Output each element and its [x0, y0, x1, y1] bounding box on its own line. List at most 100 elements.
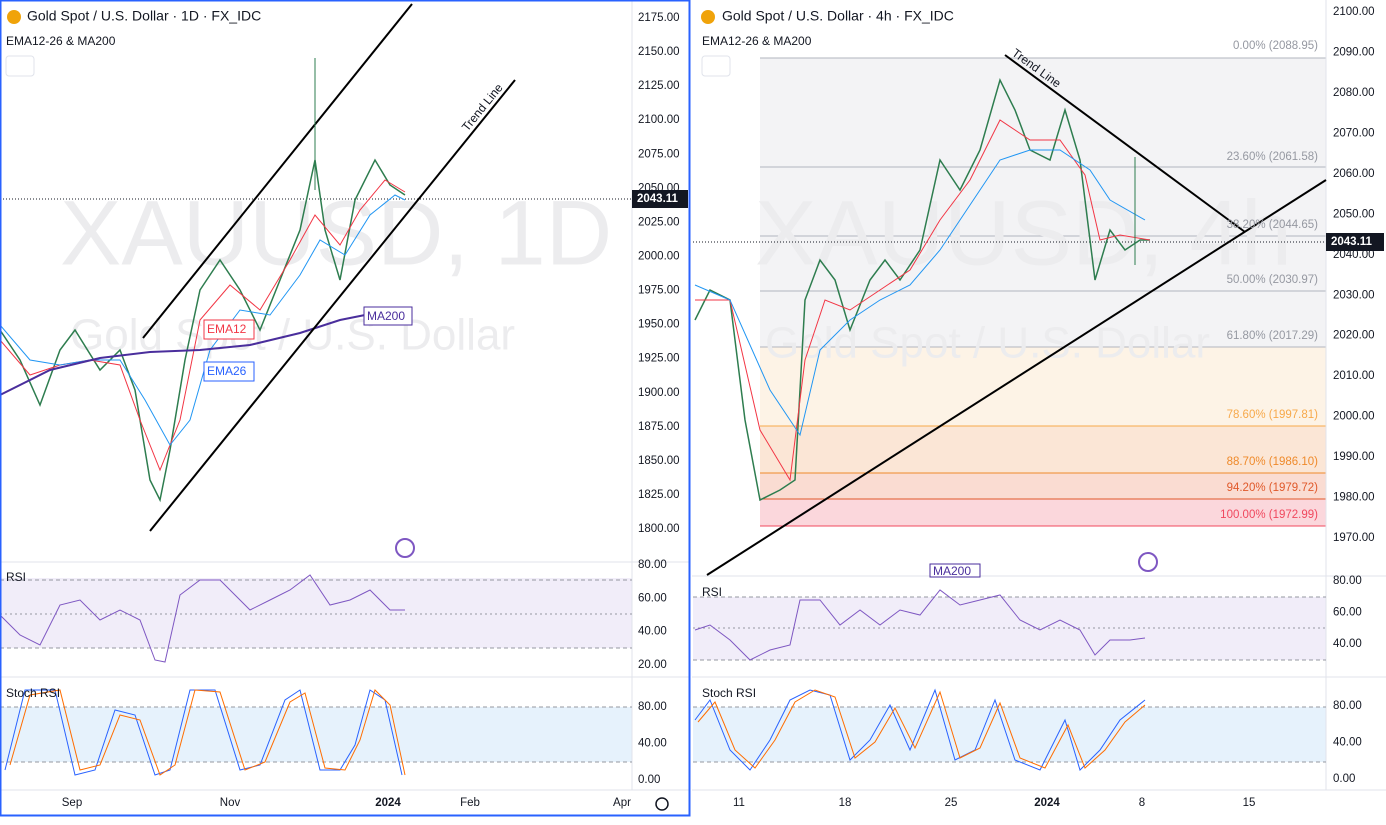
price-axis-label: 1925.00 — [638, 353, 680, 365]
ema26-tag — [203, 361, 255, 382]
trend-line — [1004, 54, 1246, 233]
fib-level-label: 0.00% (2088.95) — [1233, 40, 1318, 52]
fib-level-label: 78.60% (1997.81) — [1227, 409, 1319, 421]
price-axis-label: 2080.00 — [1333, 87, 1375, 99]
alert-icon[interactable] — [1138, 552, 1158, 572]
price-axis-label: 2050.00 — [638, 182, 680, 194]
last-price: 2043.11 — [637, 193, 679, 205]
alert-icon[interactable] — [395, 538, 415, 558]
ma200-tag — [929, 563, 981, 578]
price-axis-label: 2150.00 — [638, 46, 680, 58]
price-axis-label: 2175.00 — [638, 12, 680, 24]
price-axis-label: 2125.00 — [638, 80, 680, 92]
price-path — [0, 158, 406, 503]
time-axis-label: 2024 — [375, 797, 401, 809]
fib-level-label: 50.00% (2030.97) — [1227, 274, 1319, 286]
price-axis-label: 2075.00 — [638, 148, 680, 160]
time-axis-label: Feb — [460, 797, 480, 809]
stoch-k — [694, 688, 1146, 771]
ema26-label: EMA26 — [207, 364, 247, 378]
time-axis-label: 2024 — [1034, 797, 1060, 809]
rsi-line — [694, 589, 1146, 661]
rsi-band — [0, 578, 632, 648]
rsi-label: RSI — [702, 585, 722, 599]
fib-level-label: 88.70% (1986.10) — [1227, 456, 1319, 468]
stoch-axis-label: 0.00 — [638, 774, 660, 786]
time-axis-label: 25 — [945, 797, 958, 809]
price-axis-label: 2000.00 — [1333, 411, 1375, 423]
price-axis-label: 2040.00 — [1333, 249, 1375, 261]
time-axis-label: Apr — [613, 797, 631, 809]
price-axis-label: 2100.00 — [1333, 6, 1375, 18]
price-axis-label: 1850.00 — [638, 455, 680, 467]
indicator-label: EMA12-26 & MA200 — [6, 34, 116, 48]
price-tag — [1326, 233, 1384, 251]
time-axis-label: 11 — [733, 797, 745, 809]
ema12-line — [695, 119, 1151, 482]
price-tag — [632, 190, 688, 208]
indicator-label: EMA12-26 & MA200 — [702, 34, 812, 48]
fib-level-label: 100.00% (1972.99) — [1220, 509, 1318, 521]
price-axis-label: 2020.00 — [1333, 330, 1375, 342]
pane-separators — [0, 0, 1386, 791]
price-axis-label: 1800.00 — [638, 523, 680, 535]
stoch-axis-label: 40.00 — [1333, 737, 1362, 749]
fib-level-label: 61.80% (2017.29) — [1227, 330, 1319, 342]
time-axis-label: 8 — [1139, 797, 1145, 809]
rsi-axis-label: 80.00 — [638, 559, 667, 571]
time-axis-label: 18 — [839, 797, 852, 809]
price-axis-label: 2025.00 — [638, 216, 680, 228]
stoch-d — [697, 689, 1146, 769]
price-axis-label: 1990.00 — [1333, 451, 1375, 463]
settings-icon[interactable] — [655, 797, 669, 811]
chart-title: Gold Spot / U.S. Dollar · 1D · FX_IDC — [27, 8, 261, 24]
price-axis-label: 2100.00 — [638, 114, 680, 126]
collapse-button[interactable] — [5, 55, 35, 77]
ma200-label: MA200 — [933, 564, 971, 578]
watermark: XAUUSD, 4h — [755, 182, 1292, 284]
trend-line — [706, 179, 1327, 576]
price-axis-label: 2050.00 — [1333, 208, 1375, 220]
fib-zone — [760, 426, 1326, 473]
rsi-axis-label: 60.00 — [638, 592, 667, 604]
price-axis-label: 2030.00 — [1333, 289, 1375, 301]
ma200-line — [0, 314, 366, 396]
rsi-axis-label: 60.00 — [1333, 607, 1362, 619]
stoch-label: Stoch RSI — [702, 686, 756, 700]
rsi-axis-label: 40.00 — [638, 626, 667, 638]
channel-lower — [149, 79, 516, 532]
fib-level-label: 23.60% (2061.58) — [1227, 151, 1319, 163]
ma200-label: MA200 — [367, 309, 405, 323]
price-axis-label: 2060.00 — [1333, 168, 1375, 180]
price-axis-label: 2090.00 — [1333, 46, 1375, 58]
ema12-label: EMA12 — [207, 322, 247, 336]
rsi-levels — [0, 579, 1326, 763]
symbol-icon — [701, 10, 715, 24]
last-price: 2043.11 — [1331, 236, 1373, 248]
price-axis-label: 1975.00 — [638, 285, 680, 297]
active-panel-border — [0, 0, 691, 817]
price-axis-label: 1980.00 — [1333, 492, 1375, 504]
channel-upper — [142, 3, 413, 339]
stoch-axis-label: 40.00 — [638, 738, 667, 750]
time-axis-label: 15 — [1243, 797, 1256, 809]
fib-level-label: 94.20% (1979.72) — [1227, 482, 1319, 494]
fib-lines — [760, 57, 1326, 527]
ema12-tag — [203, 319, 255, 340]
ema26-line — [694, 149, 1146, 437]
stoch-k — [4, 689, 403, 776]
collapse-button[interactable] — [701, 55, 731, 77]
price-path — [694, 77, 1150, 502]
stoch-axis-label: 0.00 — [1333, 773, 1355, 785]
stoch-axis-label: 80.00 — [1333, 700, 1362, 712]
watermark-sub: Gold Spot / U.S. Dollar — [765, 319, 1210, 368]
price-axis-label: 2010.00 — [1333, 370, 1375, 382]
stoch-d — [9, 689, 406, 776]
price-axis-label: 1825.00 — [638, 489, 680, 501]
price-axis-label: 1900.00 — [638, 387, 680, 399]
price-axis-label: 1970.00 — [1333, 532, 1375, 544]
stoch-axis-label: 80.00 — [638, 701, 667, 713]
stoch-label: Stoch RSI — [6, 686, 60, 700]
price-axis-label: 1950.00 — [638, 319, 680, 331]
